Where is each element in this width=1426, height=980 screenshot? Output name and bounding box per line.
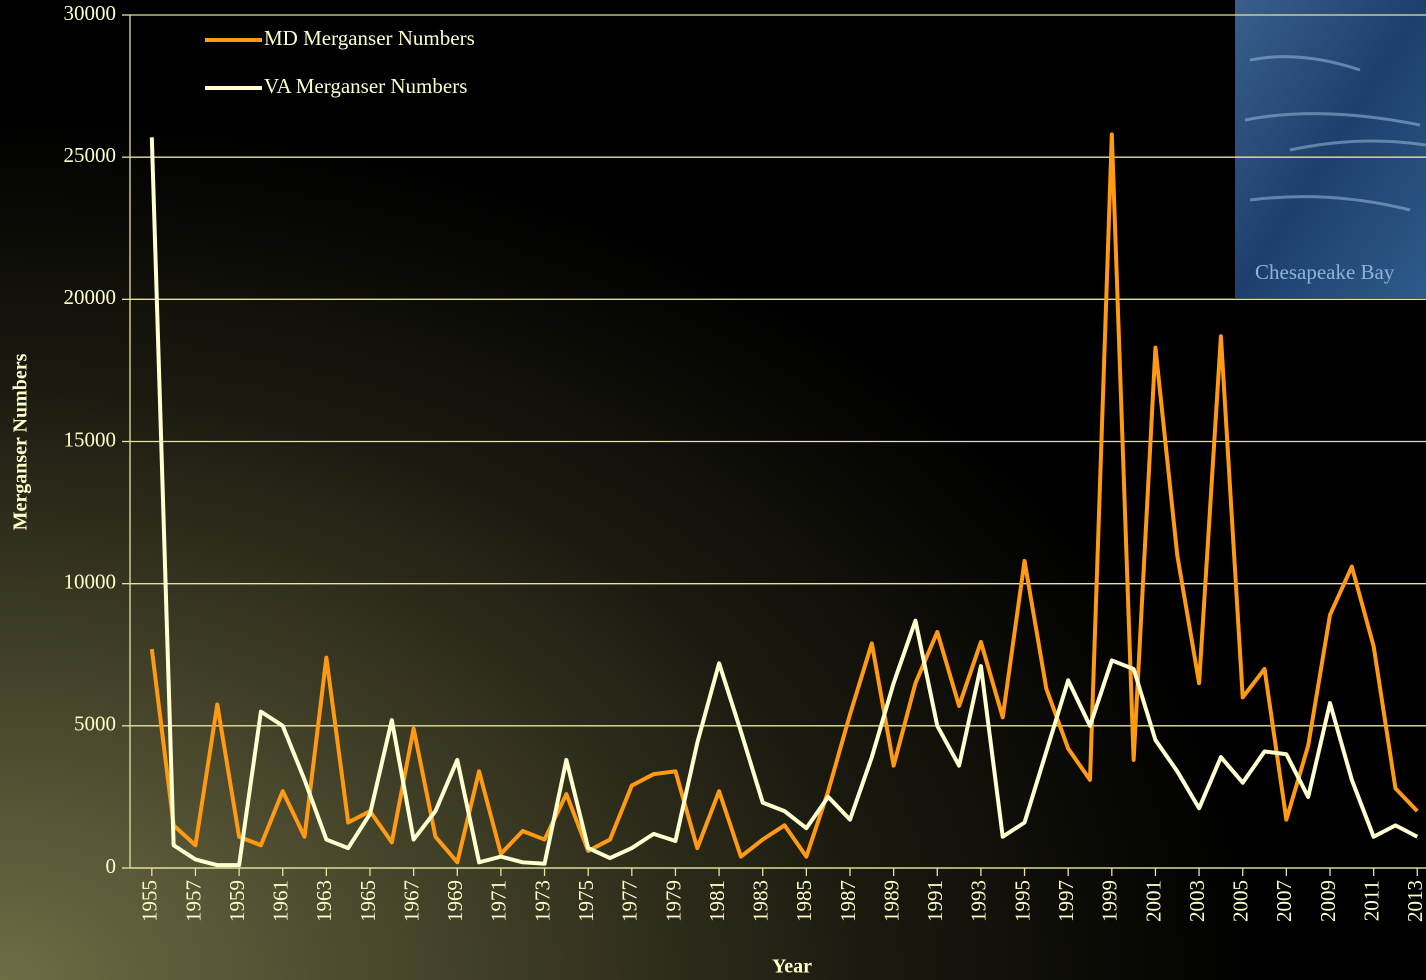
x-tick-label: 2003 bbox=[1185, 880, 1209, 922]
x-tick-label: 1999 bbox=[1098, 880, 1122, 922]
legend-label: VA Merganser Numbers bbox=[264, 74, 467, 98]
y-tick-label: 30000 bbox=[64, 1, 117, 25]
x-tick-label: 2009 bbox=[1316, 880, 1340, 922]
y-tick-label: 20000 bbox=[64, 285, 117, 309]
x-tick-label: 1963 bbox=[312, 880, 336, 922]
x-tick-label: 1967 bbox=[399, 880, 423, 922]
x-tick-label: 1983 bbox=[749, 880, 773, 922]
chart: Chesapeake Bay 0 5000 10000 15000 20000 25000… bbox=[0, 0, 1426, 980]
x-tick-label: 2007 bbox=[1272, 880, 1296, 922]
photo bbox=[1235, 0, 1426, 298]
y-tick-label: 0 bbox=[106, 854, 117, 878]
y-tick-label: 10000 bbox=[64, 569, 117, 593]
x-tick-label: 2005 bbox=[1229, 880, 1253, 922]
x-tick-label: 1997 bbox=[1054, 880, 1078, 922]
x-tick-label: 2013 bbox=[1403, 880, 1426, 922]
y-tick-label: 15000 bbox=[64, 427, 117, 451]
x-tick-label: 1991 bbox=[923, 880, 947, 922]
y-tick-label: 25000 bbox=[64, 143, 117, 167]
x-tick-label: 1995 bbox=[1010, 880, 1034, 922]
x-tick-label: 1993 bbox=[967, 880, 991, 922]
x-tick-label: 1957 bbox=[181, 880, 205, 922]
y-tick-label: 5000 bbox=[74, 712, 116, 736]
x-tick-label: 2011 bbox=[1359, 880, 1383, 921]
x-axis-title: Year bbox=[772, 956, 812, 978]
x-tick-label: 1979 bbox=[661, 880, 685, 922]
x-tick-label: 1965 bbox=[356, 880, 380, 922]
x-tick-label: 1959 bbox=[225, 880, 249, 922]
x-tick-label: 1975 bbox=[574, 880, 598, 922]
x-tick-label: 1985 bbox=[792, 880, 816, 922]
page: Chesapeake Bay 0 5000 10000 15000 20000 25000… bbox=[0, 0, 1426, 980]
x-tick-label: 1989 bbox=[879, 880, 903, 922]
x-tick-label: 1981 bbox=[705, 880, 729, 922]
x-tick-label: 1977 bbox=[618, 880, 642, 922]
x-tick-label: 2001 bbox=[1141, 880, 1165, 922]
y-axis-title: Merganser Numbers bbox=[10, 353, 32, 530]
x-tick-label: 1961 bbox=[269, 880, 293, 922]
x-tick-label: 1969 bbox=[443, 880, 467, 922]
x-tick-label: 1971 bbox=[487, 880, 511, 922]
photo-caption: Chesapeake Bay bbox=[1255, 260, 1395, 284]
x-tick-label: 1987 bbox=[836, 880, 860, 922]
x-tick-label: 1955 bbox=[138, 880, 162, 922]
legend-label: MD Merganser Numbers bbox=[264, 26, 475, 50]
x-tick-label: 1973 bbox=[530, 880, 554, 922]
